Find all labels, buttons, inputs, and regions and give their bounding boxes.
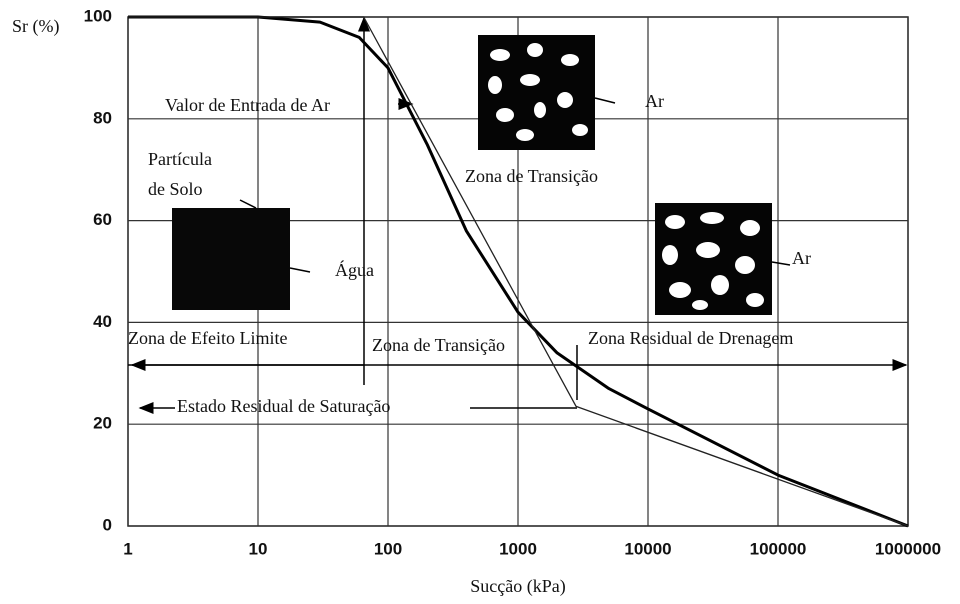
pointer: [289, 267, 311, 273]
x-tick-label: 1000000: [875, 539, 941, 558]
y-axis-label: Sr (%): [12, 16, 60, 37]
x-tick-label: 1: [123, 539, 132, 558]
curve: [128, 15, 909, 528]
y-tick-label: 80: [93, 108, 112, 127]
annotation: Ar: [645, 91, 664, 111]
pore-image: [655, 203, 791, 315]
x-tick-label: 100: [374, 539, 402, 558]
annotation: Valor de Entrada de Ar: [165, 95, 330, 115]
x-tick-label: 1000: [499, 539, 537, 558]
y-tick-label: 100: [84, 6, 112, 25]
annotation: Zona de Efeito Limite: [128, 328, 287, 348]
annotation: de Solo: [148, 179, 203, 199]
x-tick-label: 10000: [624, 539, 671, 558]
y-tick-label: 40: [93, 312, 112, 331]
y-tick-label: 0: [103, 515, 112, 534]
zone-markers: [128, 16, 908, 414]
x-axis-label: Sucção (kPa): [470, 576, 565, 597]
y-tick-label: 20: [93, 414, 112, 433]
pore-image: [478, 35, 616, 150]
annotation: Zona de Transição: [372, 335, 505, 355]
y-tick-label: 60: [93, 210, 112, 229]
annotation: Zona Residual de Drenagem: [588, 328, 793, 348]
annotation: Zona de Transição: [465, 166, 598, 186]
x-tick-label: 10: [249, 539, 268, 558]
annotation: Ar: [792, 248, 811, 268]
annotation: Partícula: [148, 149, 212, 169]
annotation: Água: [335, 259, 374, 280]
pointer: [239, 199, 257, 209]
x-tick-label: 100000: [750, 539, 807, 558]
annotation: Estado Residual de Saturação: [177, 396, 390, 416]
soil-particle-image: [172, 208, 290, 310]
curve: [128, 16, 909, 527]
